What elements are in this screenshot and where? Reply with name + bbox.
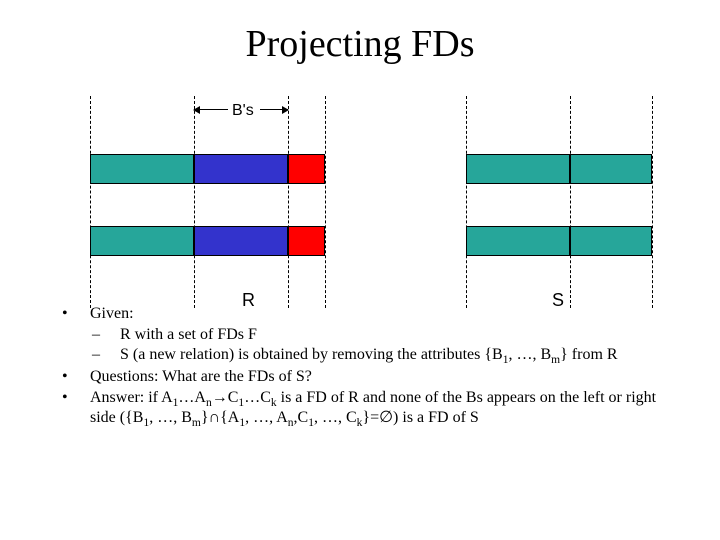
bar-row-1 (90, 154, 652, 184)
bar-segment (570, 154, 652, 184)
bar-segment (466, 154, 570, 184)
bullet-lvl2: S (a new relation) is obtained by removi… (72, 345, 672, 365)
guide-6 (652, 96, 653, 308)
bs-arrow-left (194, 109, 228, 110)
slide-title: Projecting FDs (0, 0, 720, 66)
bar-row-2 (90, 226, 652, 256)
bullet-lvl1: Given: (72, 304, 672, 324)
guide-3 (325, 96, 326, 308)
guide-1 (194, 96, 195, 308)
diagram-area: B's R S (90, 96, 652, 321)
bs-label: B's (232, 102, 254, 120)
bar-segment (288, 154, 325, 184)
bullet-lvl1: Questions: What are the FDs of S? (72, 367, 672, 387)
guide-0 (90, 96, 91, 308)
bar-segment (194, 226, 288, 256)
bar-segment (90, 154, 194, 184)
guide-4 (466, 96, 467, 308)
bullet-list: Given:R with a set of FDs FS (a new rela… (72, 302, 672, 427)
bullet-lvl1: Answer: if A1…An→C1…Ck is a FD of R and … (72, 388, 672, 427)
bar-segment (466, 226, 570, 256)
bar-segment (288, 226, 325, 256)
bar-segment (570, 226, 652, 256)
bullet-lvl2: R with a set of FDs F (72, 325, 672, 345)
guide-2 (288, 96, 289, 308)
bs-arrow-right (260, 109, 288, 110)
guide-5 (570, 96, 571, 308)
bar-segment (194, 154, 288, 184)
bar-segment (90, 226, 194, 256)
